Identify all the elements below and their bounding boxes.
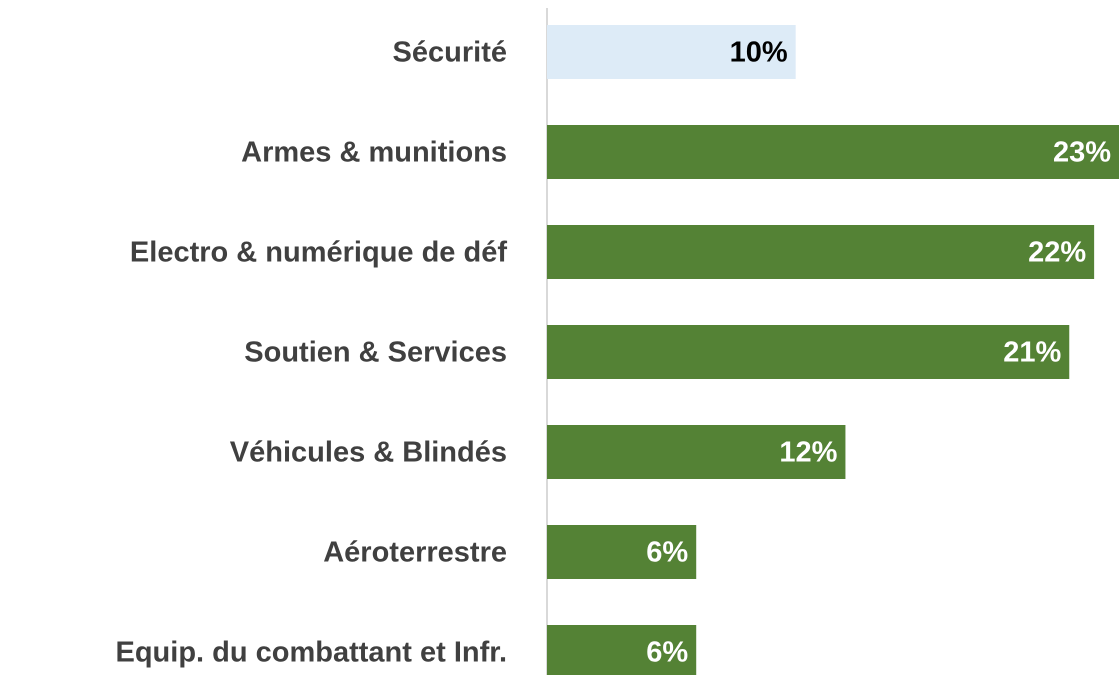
value-label: 21% <box>1003 337 1061 369</box>
category-label: Electro & numérique de déf <box>130 237 507 269</box>
category-label: Armes & munitions <box>241 137 507 169</box>
bar <box>547 425 846 479</box>
bar <box>547 225 1095 279</box>
category-label: Véhicules & Blindés <box>230 437 507 469</box>
category-label: Sécurité <box>393 37 507 69</box>
value-label: 10% <box>730 37 788 69</box>
category-label: Aéroterrestre <box>323 537 507 569</box>
bar <box>547 25 796 79</box>
value-label: 23% <box>1053 137 1111 169</box>
value-label: 12% <box>779 437 837 469</box>
bar <box>547 125 1119 179</box>
value-label: 6% <box>646 637 688 669</box>
category-label: Soutien & Services <box>244 337 507 369</box>
bar <box>547 625 697 675</box>
value-label: 22% <box>1028 237 1086 269</box>
bar <box>547 525 697 579</box>
bar <box>547 325 1070 379</box>
category-label: Equip. du combattant et Infr. <box>116 637 508 669</box>
value-label: 6% <box>646 537 688 569</box>
